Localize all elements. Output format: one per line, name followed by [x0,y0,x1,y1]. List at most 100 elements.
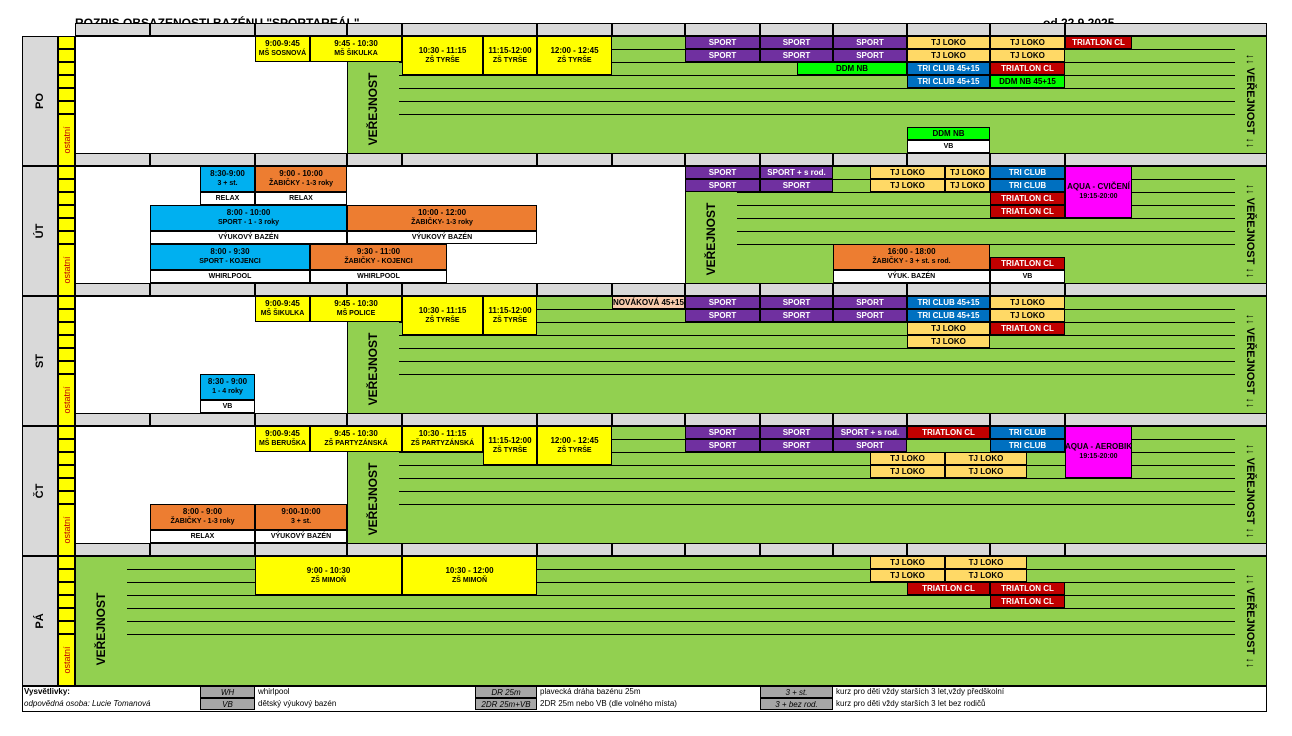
lane-number [58,62,75,75]
time-header-cell [150,23,255,36]
time-header-cell [537,23,612,36]
lane-number [58,621,75,634]
booking-block: SPORT [685,296,760,309]
ostatni-text: ostatní [61,256,72,284]
lane-number [58,491,75,504]
booking-block: TJ LOKO [945,179,990,192]
booking-block: 16:00 - 18:00 ŽABIČKY - 3 + st. s rod. [833,244,990,270]
booking-title: DDM NB [836,63,868,73]
public-label-side: ↓↓ VEŘEJNOST ↓↓ [1244,443,1256,539]
booking-block: TJ LOKO [870,452,945,465]
legend-value: 2DR 25m nebo VB (dle volného místa) [540,699,677,708]
booking-title: SPORT [708,427,737,437]
lane-number [58,231,75,244]
booking-block: 11:15-12:00 ZŠ TYRŠE [483,296,537,335]
booking-block: TRI CLUB [990,179,1065,192]
time-header-cell [150,153,255,166]
time-header-cell [537,153,612,166]
booking-subtitle: ŽABIČKY - 3 + st. s rod. [872,258,951,265]
booking-block: SPORT [685,166,760,179]
booking-subtitle: MŠ POLICE [336,310,376,317]
time-header-cell [537,283,612,296]
booking-title: TJ LOKO [931,37,966,47]
booking-title: 9:00 - 10:00 [279,169,323,178]
booking-title: SPORT [708,180,737,190]
booking-subtitle: ZŠ TYRŠE [492,446,528,454]
booking-title: TRIATLON CL [1001,206,1054,216]
pool-label: VÝUKOVÝ BAZÉN [150,231,347,244]
time-header-cell [990,283,1065,296]
booking-block: 10:30 - 12:00 ZŠ MIMOŇ [402,556,537,595]
booking-title: SPORT [782,180,811,190]
lane-line [399,75,1235,76]
day-label: ÚT [22,166,58,296]
time-header-cell [685,153,760,166]
booking-title: DDM NB [932,128,965,138]
booking-block: 8:00 - 10:00 SPORT - 1 - 3 roky [150,205,347,231]
booking-block: TJ LOKO [945,452,1027,465]
booking-title: SPORT [782,297,811,307]
lane-line [399,348,1235,349]
booking-title: 8:30 - 9:00 [207,377,248,386]
pool-label: VB [990,270,1065,283]
booking-block: TJ LOKO [907,335,990,348]
lane-number [58,192,75,205]
booking-block: SPORT [760,49,833,62]
lane-number [58,179,75,192]
lane-number [58,75,75,88]
ostatni-label: ostatní [58,244,75,296]
booking-subtitle: SPORT - KOJENCI [199,258,261,265]
booking-block: 9:45 - 10:30 MŠ POLICE [310,296,402,322]
booking-title: NOVÁKOVÁ 45+15 [613,297,684,307]
booking-title: 8:00 - 9:30 [210,247,250,256]
lane-line [737,192,1235,193]
time-header-cell [75,283,150,296]
booking-title: TJ LOKO [890,570,925,580]
booking-title: 8:00 - 9:00 [182,507,223,516]
booking-title: 9:30 - 11:00 [356,247,401,256]
booking-block: TJ LOKO [907,322,990,335]
time-header-cell [75,543,150,556]
booking-title: TRI CLUB [1008,180,1047,190]
lane-number [58,569,75,582]
time-header-cell [760,413,833,426]
time-header-cell [75,23,150,36]
day-name: PÁ [34,613,46,629]
booking-subtitle: ZŠ TYRŠE [557,56,592,64]
booking-block: 8:30 - 9:00 1 - 4 roky [200,374,255,400]
booking-block: TRIATLON CL [907,426,990,439]
day-label: ST [22,296,58,426]
booking-block: SPORT [760,309,833,322]
legend-value: whirlpool [258,687,290,696]
time-header-cell [402,153,537,166]
legend-title: Vysvětlivky: [24,687,70,696]
booking-block: 11:15-12:00 ZŠ TYRŠE [483,36,537,75]
pool-label: VÝUK. BAZÉN [833,270,990,283]
ostatni-text: ostatní [61,386,72,414]
time-header-cell [402,283,537,296]
booking-block: TJ LOKO [945,556,1027,569]
booking-block: 9:45 - 10:30 MŠ ŠIKULKA [310,36,402,62]
lane-number [58,205,75,218]
time-header-cell [990,23,1065,36]
booking-block: TJ LOKO [907,49,990,62]
booking-title: 9:00 - 10:30 [306,565,351,575]
ostatni-text: ostatní [61,126,72,154]
booking-title: TJ LOKO [890,557,925,567]
booking-title: 9:00-9:45 [265,299,300,308]
lane-number [58,478,75,491]
responsible-person: odpovědná osoba: Lucie Tomanová [24,699,151,708]
booking-title: SPORT [708,37,737,47]
lane-line [737,231,1235,232]
booking-title: TJ LOKO [890,167,925,177]
ostatni-label: ostatní [58,504,75,556]
lane-number [58,309,75,322]
lane-number [58,608,75,621]
booking-block: SPORT [685,426,760,439]
booking-title: SPORT [708,167,737,177]
booking-block: AQUA - AEROBIK 19:15-20:00 [1065,426,1132,478]
legend-key: 2DR 25m+VB [475,698,537,710]
lane-number [58,296,75,309]
booking-block: TRIATLON CL [907,582,990,595]
